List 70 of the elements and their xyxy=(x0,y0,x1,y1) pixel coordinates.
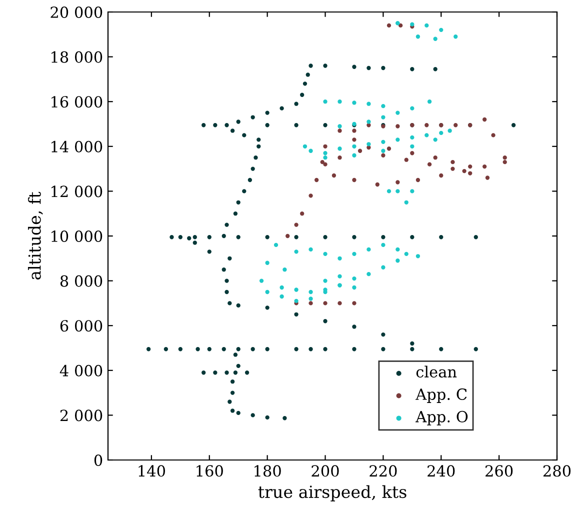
point xyxy=(424,123,429,128)
point xyxy=(450,166,455,171)
legend-label: App. O xyxy=(416,410,468,426)
point xyxy=(338,128,342,133)
point xyxy=(482,164,487,169)
point xyxy=(300,212,304,216)
point xyxy=(352,128,356,133)
point xyxy=(398,23,403,28)
point xyxy=(454,123,458,128)
y-axis-title: altitude, ft xyxy=(28,192,43,280)
x-tick-label: 200 xyxy=(312,465,339,477)
y-tick-label: 12 000 xyxy=(52,186,102,198)
point xyxy=(352,138,356,142)
point xyxy=(352,301,356,306)
y-tick-label: 14 000 xyxy=(52,140,102,152)
point xyxy=(468,164,472,169)
point xyxy=(410,151,414,156)
point xyxy=(338,156,342,160)
point xyxy=(352,178,356,182)
point xyxy=(308,194,313,198)
point xyxy=(485,176,490,180)
point xyxy=(482,117,487,122)
point xyxy=(323,301,328,306)
point xyxy=(358,148,362,153)
point xyxy=(381,153,386,158)
x-tick-label: 180 xyxy=(254,465,281,477)
point xyxy=(366,123,371,128)
point xyxy=(375,182,380,187)
x-axis-title: true airspeed, kts xyxy=(258,485,406,502)
point xyxy=(491,133,496,138)
point xyxy=(338,301,342,306)
y-tick-label: 16 000 xyxy=(52,96,102,108)
x-tick-label: 240 xyxy=(428,465,455,477)
point xyxy=(462,168,466,174)
point xyxy=(427,162,432,166)
point xyxy=(502,160,507,164)
point xyxy=(314,178,319,182)
point xyxy=(386,146,392,151)
y-tick-label: 0 xyxy=(94,454,102,466)
x-tick-label: 160 xyxy=(196,465,223,477)
point xyxy=(433,156,438,160)
point xyxy=(294,222,298,227)
point xyxy=(386,23,392,28)
legend-label: App. C xyxy=(416,388,467,403)
point xyxy=(308,301,313,306)
x-tick-label: 140 xyxy=(138,465,166,477)
point xyxy=(323,144,328,148)
point xyxy=(468,171,472,176)
point xyxy=(502,156,507,160)
point xyxy=(416,178,420,182)
x-tick-label: 220 xyxy=(370,465,397,477)
x-tick-label: 260 xyxy=(486,465,513,477)
y-tick-label: 2 000 xyxy=(60,410,102,422)
legend-label: clean xyxy=(416,366,457,378)
point xyxy=(286,234,290,238)
x-tick-label: 280 xyxy=(543,465,571,477)
point xyxy=(439,173,444,178)
y-tick-label: 18 000 xyxy=(52,51,102,63)
y-tick-label: 20 000 xyxy=(50,6,102,18)
y-tick-label: 8 000 xyxy=(60,275,102,287)
point xyxy=(323,162,328,166)
point xyxy=(332,173,336,178)
y-tick-label: 6 000 xyxy=(60,320,102,332)
point xyxy=(404,158,408,162)
y-tick-label: 4 000 xyxy=(60,364,102,376)
y-tick-label: 10 000 xyxy=(52,230,102,242)
point xyxy=(396,124,400,128)
point xyxy=(320,160,324,164)
point xyxy=(450,160,455,164)
point xyxy=(396,180,400,184)
